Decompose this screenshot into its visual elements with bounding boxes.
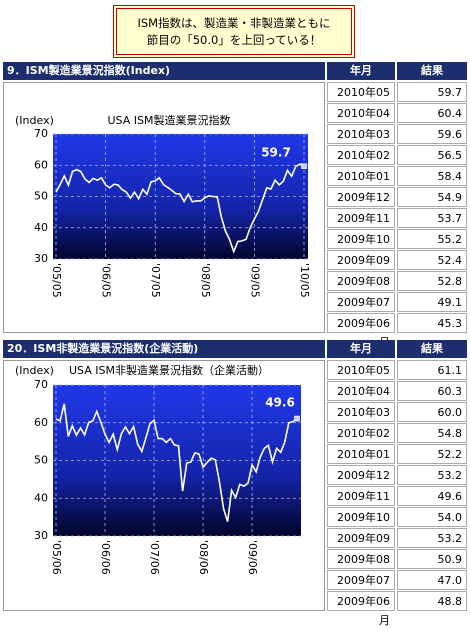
date-cell: 2010年04月 xyxy=(327,103,395,139)
value-cell: 50.9 xyxy=(397,549,467,569)
value-cell: 47.0 xyxy=(397,570,467,590)
date-cell: 2010年02月 xyxy=(327,145,395,181)
y-tick-label: 30 xyxy=(34,252,48,265)
date-cell: 2009年09月 xyxy=(327,250,395,286)
callout: ISM指数は、製造業・非製造業ともに 節目の「50.0」を上回っている！ xyxy=(113,5,355,58)
value-cell: 52.8 xyxy=(397,271,467,291)
date-cell: 2010年02月 xyxy=(327,423,395,459)
value-cell: 53.7 xyxy=(397,208,467,228)
chart-title: USA ISM非製造業景況指数（企業活動） xyxy=(69,363,269,377)
x-tick-label: '06/05 xyxy=(100,263,113,298)
chart: (Index) USA ISM非製造業景況指数（企業活動） 30 40 50 60 70 '0… xyxy=(15,363,301,575)
date-cell: 2009年10月 xyxy=(327,507,395,543)
value-cell: 49.6 xyxy=(397,486,467,506)
date-cell: 2009年12月 xyxy=(327,187,395,223)
value-cell: 54.0 xyxy=(397,507,467,527)
date-cell: 2010年01月 xyxy=(327,166,395,202)
x-tick-label: '08/05 xyxy=(199,263,212,298)
date-cell: 2010年03月 xyxy=(327,402,395,438)
value-cell: 52.2 xyxy=(397,444,467,464)
date-cell: 2009年08月 xyxy=(327,549,395,585)
value-cell: 54.8 xyxy=(397,423,467,443)
value-cell: 49.1 xyxy=(397,292,467,312)
x-tick-label: '06/06 xyxy=(99,540,112,575)
value-cell: 61.1 xyxy=(397,360,467,380)
value-cell: 45.3 xyxy=(397,313,467,333)
date-cell: 2009年09月 xyxy=(327,528,395,564)
y-tick-label: 40 xyxy=(34,221,48,234)
value-cell: 53.2 xyxy=(397,528,467,548)
value-cell: 60.4 xyxy=(397,103,467,123)
column-header: 結果 xyxy=(397,62,467,80)
axis-label: (Index) xyxy=(15,114,54,127)
y-tick-label: 60 xyxy=(34,416,48,429)
date-cell: 2010年01月 xyxy=(327,444,395,480)
callout-line: 節目の「50.0」を上回っている！ xyxy=(146,33,322,47)
x-tick-label: '05/06 xyxy=(50,540,63,575)
chart-panel: (Index) USA ISM非製造業景況指数（企業活動） 30 40 50 60 70 '0… xyxy=(3,360,325,611)
value-cell: 59.7 xyxy=(397,82,467,102)
column-header: 結果 xyxy=(397,340,467,358)
date-cell: 2009年06月 xyxy=(327,313,395,349)
value-cell: 56.5 xyxy=(397,145,467,165)
date-cell: 2009年10月 xyxy=(327,229,395,265)
date-cell: 2009年07月 xyxy=(327,292,395,328)
chart: (Index) USA ISM製造業景況指数 30 40 50 60 70 '05/05 '06… xyxy=(15,113,311,298)
end-marker xyxy=(294,415,300,422)
value-cell: 60.0 xyxy=(397,402,467,422)
end-marker xyxy=(301,163,307,169)
date-cell: 2010年04月 xyxy=(327,381,395,417)
column-header: 年月 xyxy=(327,62,395,80)
y-tick-label: 60 xyxy=(34,158,48,171)
value-cell: 55.2 xyxy=(397,229,467,249)
chart-title: USA ISM製造業景況指数 xyxy=(108,113,231,127)
chart-panel: (Index) USA ISM製造業景況指数 30 40 50 60 70 '05/05 '06… xyxy=(3,82,325,333)
value-cell: 48.8 xyxy=(397,591,467,611)
data-line xyxy=(55,163,305,254)
value-cell: 59.6 xyxy=(397,124,467,144)
y-tick-label: 30 xyxy=(34,529,48,542)
section-header: 20．ISM非製造業景況指数(企業活動) xyxy=(3,340,325,358)
date-cell: 2010年05月 xyxy=(327,360,395,396)
x-tick-label: '09/06 xyxy=(246,540,259,575)
annotation: 49.6 xyxy=(265,396,295,410)
value-cell: 60.3 xyxy=(397,381,467,401)
x-tick-label: '09/05 xyxy=(248,263,261,298)
date-cell: 2010年05月 xyxy=(327,82,395,118)
x-tick-label: '07/05 xyxy=(149,263,162,298)
column-header: 年月 xyxy=(327,340,395,358)
x-tick-label: '08/06 xyxy=(197,540,210,575)
date-cell: 2009年11月 xyxy=(327,486,395,522)
date-cell: 2010年03月 xyxy=(327,124,395,160)
value-cell: 58.4 xyxy=(397,166,467,186)
y-tick-label: 40 xyxy=(34,491,48,504)
y-tick-label: 50 xyxy=(34,454,48,467)
date-cell: 2009年06月 xyxy=(327,591,395,627)
date-cell: 2009年07月 xyxy=(327,570,395,606)
date-cell: 2009年12月 xyxy=(327,465,395,501)
x-tick-label: '05/05 xyxy=(50,263,63,298)
data-line xyxy=(55,403,298,522)
date-cell: 2009年08月 xyxy=(327,271,395,307)
x-tick-label: '10/05 xyxy=(298,263,311,298)
y-tick-label: 70 xyxy=(34,127,48,140)
value-cell: 52.4 xyxy=(397,250,467,270)
value-cell: 53.2 xyxy=(397,465,467,485)
callout-line: ISM指数は、製造業・非製造業ともに xyxy=(137,16,331,30)
x-tick-label: '07/06 xyxy=(148,540,161,575)
section-header: 9．ISM製造業景況指数(Index) xyxy=(3,62,325,80)
y-tick-label: 70 xyxy=(34,378,48,391)
date-cell: 2009年11月 xyxy=(327,208,395,244)
annotation: 59.7 xyxy=(261,146,291,160)
value-cell: 54.9 xyxy=(397,187,467,207)
axis-label: (Index) xyxy=(15,364,54,377)
y-tick-label: 50 xyxy=(34,190,48,203)
